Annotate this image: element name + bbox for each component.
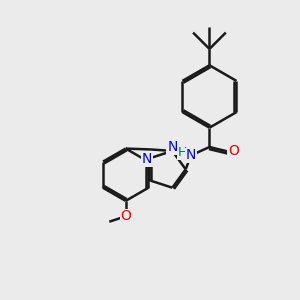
- Text: H: H: [177, 146, 187, 160]
- Text: N: N: [142, 152, 152, 167]
- Text: N: N: [167, 140, 178, 154]
- Text: O: O: [228, 145, 239, 158]
- Text: O: O: [120, 209, 131, 223]
- Text: N: N: [186, 148, 196, 162]
